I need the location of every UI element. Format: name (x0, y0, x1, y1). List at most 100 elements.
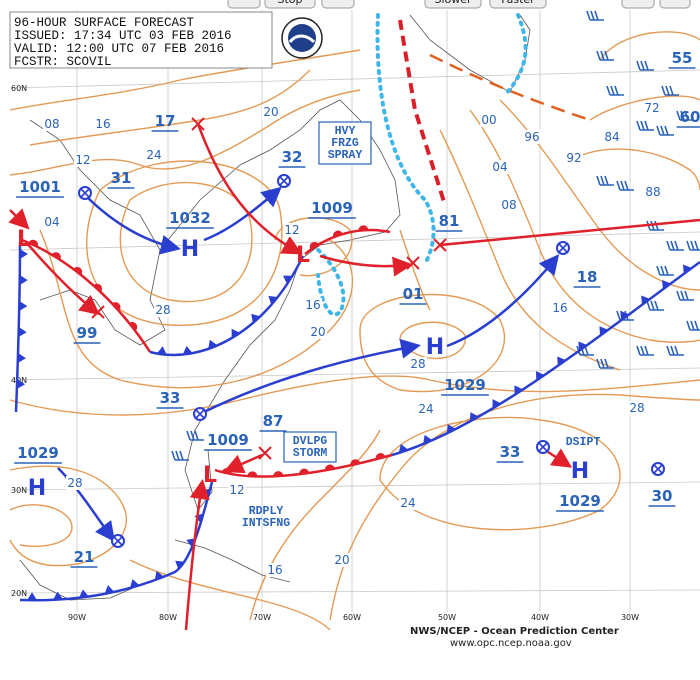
isobar-label-bg (94, 117, 112, 131)
footer-url: www.opc.ncep.noaa.gov (450, 638, 572, 649)
wind-barb (586, 10, 604, 21)
cold-front-pip (154, 570, 165, 581)
isobar-label-bg (266, 563, 284, 577)
annotation-box (318, 121, 372, 165)
toolbar-button-frame (489, 0, 547, 9)
isobar-label: 28 (155, 303, 170, 317)
toolbar-button-blank (321, 0, 355, 9)
forecast-position-x (113, 536, 123, 546)
isobar-label-bg (304, 298, 322, 312)
annotation-text: SPRAY (328, 149, 363, 162)
cold-front-pip (208, 339, 218, 350)
longitude-label: 30W (621, 613, 639, 622)
wind-barb (636, 120, 654, 131)
storm-track (203, 338, 421, 414)
cold-front-pip (620, 310, 630, 321)
isobar-label-bg (644, 185, 662, 199)
cold-front-pip (19, 274, 28, 285)
storm-track (203, 186, 282, 242)
isobar-label: 16 (305, 298, 320, 312)
cold-front-pip (641, 295, 650, 305)
annotation-text: DSIPT (566, 436, 601, 449)
isobar-label-bg (628, 401, 646, 415)
warm-front-pip (358, 225, 369, 231)
cold-front-pip (514, 385, 523, 395)
warm-front-pip (273, 471, 284, 477)
wind-barbs (171, 10, 700, 461)
cold-front-pip (557, 356, 566, 366)
pressure-label: 33 (160, 389, 181, 407)
low-position-x (433, 238, 447, 252)
toolbar-button-frame (424, 0, 482, 9)
warm-front-pip (375, 453, 386, 460)
storm-track (184, 479, 210, 631)
wind-barb (186, 430, 204, 441)
toolbar-button-frame (264, 0, 316, 9)
toolbar-button[interactable]: Faster (489, 0, 547, 9)
storm-track (196, 123, 303, 255)
longitude-label: 50W (438, 613, 456, 622)
pressure-label: 1029 (444, 376, 486, 394)
pressure-center: L (203, 463, 217, 488)
toolbar-button[interactable]: Stop (264, 0, 316, 9)
header-title: 96-HOUR SURFACE FORECAST (14, 16, 195, 30)
isobar-label: 04 (44, 215, 59, 229)
wind-barb (596, 50, 614, 61)
isobar-label-bg (643, 101, 661, 115)
toolbar-button[interactable]: Slower (424, 0, 482, 9)
warm-front-pip (247, 471, 258, 477)
isobar-label: 24 (418, 402, 433, 416)
annotation-text: FRZG (331, 137, 359, 150)
isobar-label-bg (491, 160, 509, 174)
longitude-label: 80W (159, 613, 177, 622)
warm-front-pip (309, 241, 319, 250)
wind-barb (636, 345, 654, 356)
wind-barb (666, 345, 684, 356)
pressure-center: H (426, 335, 444, 360)
toolbar-button-blank (621, 0, 655, 9)
lat-line (9, 367, 700, 381)
header-box: 96-HOUR SURFACE FORECAST ISSUED: 17:34 U… (9, 11, 273, 69)
latitude-label: 60N (11, 84, 27, 93)
footer-agency: NWS/NCEP - Ocean Prediction Center (410, 626, 619, 637)
pressure-label: 31 (111, 169, 132, 187)
warm-front-pip (324, 464, 335, 471)
annotation-text: HVY (335, 125, 356, 138)
toolbar-button-label: Stop (277, 0, 302, 6)
forecast-position-x (80, 188, 90, 198)
storm-track (8, 208, 30, 230)
wind-barb (656, 125, 674, 136)
coastline (19, 559, 141, 601)
isobar-label-bg (228, 483, 246, 497)
annotation-box (283, 431, 337, 463)
pressure-label: 60 (680, 108, 700, 126)
header-forecaster: FCSTR: SCOVIL (14, 55, 112, 69)
isobar-label-bg (43, 215, 61, 229)
forecast-position-x (653, 464, 663, 474)
header-issued: ISSUED: 17:34 UTC 03 FEB 2016 (14, 29, 232, 43)
isobar-label-bg (262, 105, 280, 119)
wind-barb (171, 450, 189, 461)
pressure-label: 1032 (169, 209, 211, 227)
warm-front (214, 453, 393, 478)
wind-barb (616, 180, 634, 191)
isobar-label: 12 (229, 483, 244, 497)
isobar-label: 28 (67, 476, 82, 490)
low-position-x (258, 446, 272, 460)
toolbar-button-label: Faster (501, 0, 535, 6)
cold-front-pip (129, 579, 140, 589)
isobar-label-bg (523, 130, 541, 144)
isobar-label: 16 (95, 117, 110, 131)
cold-front-pip (398, 443, 409, 454)
isobar-label-bg (66, 476, 84, 490)
longitude-label: 60W (343, 613, 361, 622)
isobar-label-bg (43, 117, 61, 131)
isobar-label-bg (565, 151, 583, 165)
pressure-center: H (28, 476, 46, 501)
annotation-text: INTSFNG (242, 517, 290, 530)
cold-front (14, 241, 22, 413)
warm-front (21, 238, 152, 353)
storm-track (223, 453, 263, 474)
